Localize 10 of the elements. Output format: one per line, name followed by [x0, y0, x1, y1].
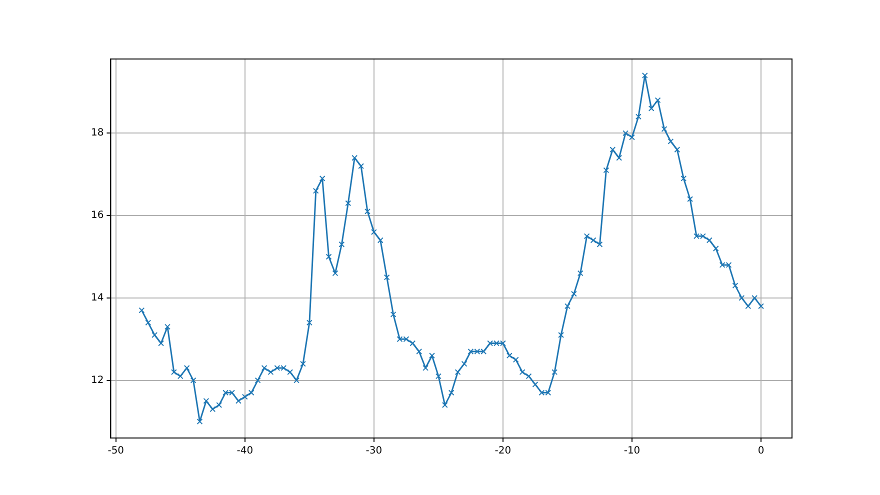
x-tick-label: -40	[236, 446, 254, 457]
x-tick-label: -30	[366, 446, 382, 457]
y-tick-label: 14	[90, 292, 104, 304]
y-tick-label: 16	[90, 210, 104, 222]
x-tick-label: -50	[108, 446, 124, 457]
x-tick-label: -20	[494, 446, 512, 457]
x-tick-label: 0	[758, 446, 764, 457]
y-tick-label: 12	[90, 374, 104, 386]
y-tick-label: 18	[90, 128, 104, 139]
x-tick-label: -10	[624, 446, 640, 457]
